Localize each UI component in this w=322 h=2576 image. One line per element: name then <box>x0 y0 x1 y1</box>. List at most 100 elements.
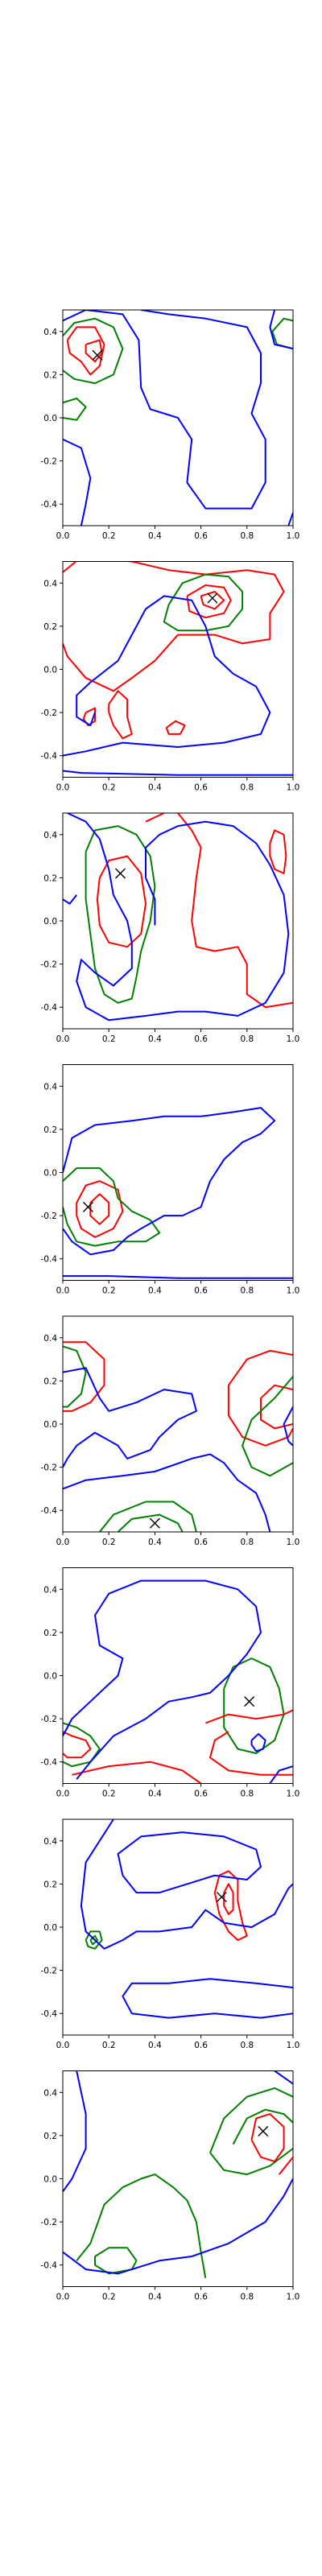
red-contour-line <box>209 1731 293 1776</box>
blue-contour-line <box>63 1453 271 1532</box>
x-tick-label: 0.6 <box>194 783 208 793</box>
y-tick-label: -0.2 <box>41 1715 58 1724</box>
x-marker <box>82 1201 93 1212</box>
y-tick-label: -0.2 <box>41 708 58 718</box>
x-marker <box>258 2126 269 2137</box>
blue-contour-line <box>63 894 77 905</box>
y-tick-label: -0.2 <box>41 2218 58 2227</box>
x-tick-label: 0.2 <box>102 1286 116 1296</box>
blue-contour-line <box>80 1819 293 1950</box>
subplot-3: 0.0 0.2 0.4 0.6 0.8 1.0 -0.4 -0.2 0.0 0.2 0.4 <box>41 812 299 1044</box>
red-contour-line <box>279 2157 293 2175</box>
x-tick-label: 0.6 <box>194 1538 208 1547</box>
y-tick-label: 0.0 <box>43 1672 57 1682</box>
x-tick-label: 0.4 <box>148 2041 162 2050</box>
green-contour-line <box>242 1376 293 1477</box>
blue-contour-line <box>274 2070 293 2085</box>
x-marker-stroke <box>82 1201 93 1212</box>
red-contour-line <box>260 1384 293 1430</box>
blue-contour-line <box>63 1107 276 1256</box>
x-tick-label: 0.2 <box>102 2293 116 2302</box>
y-tick-label: -0.4 <box>41 1758 58 1768</box>
red-contour-line <box>108 690 133 740</box>
x-tick-label: 0.6 <box>194 1286 208 1296</box>
x-tick-label: 0.8 <box>240 1790 254 1799</box>
y-tick-label: 0.0 <box>43 917 57 927</box>
x-tick-label: 0.8 <box>240 1538 254 1547</box>
x-tick-label: 0.6 <box>194 531 208 541</box>
green-contour-line <box>117 1513 184 1532</box>
contour-group <box>63 1107 293 1279</box>
x-tick-label: 0.8 <box>240 531 254 541</box>
green-contour-line <box>209 2148 293 2176</box>
x-marker <box>149 1517 160 1529</box>
x-tick-label: 0.2 <box>102 1034 116 1044</box>
green-contour-line <box>99 1501 197 1532</box>
x-tick-label: 0.8 <box>240 1034 254 1044</box>
x-tick-label: 0.0 <box>56 1538 70 1547</box>
y-tick-label: 0.0 <box>43 2175 57 2185</box>
blue-contour-line <box>117 1831 262 1894</box>
y-tick-label: 0.2 <box>43 1629 57 1638</box>
y-tick-label: 0.2 <box>43 2132 57 2141</box>
axes-frame <box>62 561 294 778</box>
x-tick-label: 0.6 <box>194 1034 208 1044</box>
x-marker-stroke <box>244 1696 255 1707</box>
x-marker-stroke <box>92 349 103 361</box>
x-marker-stroke <box>258 2126 269 2137</box>
x-tick-label: 0.0 <box>56 531 70 541</box>
x-tick-label: 0.4 <box>148 1790 162 1799</box>
green-contour-line <box>63 317 124 385</box>
x-tick-label: 0.2 <box>102 531 116 541</box>
red-contour-line <box>66 326 105 376</box>
y-tick-label: -0.4 <box>41 2261 58 2271</box>
x-marker-stroke <box>207 592 218 604</box>
x-tick-label: 1.0 <box>287 531 300 541</box>
contour-group <box>63 1579 293 1784</box>
x-tick-label: 1.0 <box>287 1538 300 1547</box>
x-tick-label: 0.4 <box>148 783 162 793</box>
x-tick-label: 0.8 <box>240 783 254 793</box>
x-tick-label: 0.4 <box>148 1538 162 1547</box>
red-contour-line <box>85 339 103 363</box>
y-tick-label: 0.4 <box>43 1837 57 1847</box>
y-tick-label: -0.4 <box>41 1506 58 1516</box>
red-contour-line <box>72 1761 202 1784</box>
blue-contour-line <box>63 2178 293 2275</box>
blue-contour-line <box>67 813 290 1022</box>
y-tick-label: 0.4 <box>43 1334 57 1344</box>
y-tick-label: -0.4 <box>41 1003 58 1013</box>
red-contour-line <box>145 813 165 823</box>
y-tick-label: 0.2 <box>43 1880 57 1889</box>
blue-contour-line <box>122 1978 293 2019</box>
y-tick-label: 0.4 <box>43 2088 57 2098</box>
y-tick-label: -0.2 <box>41 960 58 970</box>
red-contour-line <box>250 2113 285 2163</box>
red-contour-line <box>96 855 147 948</box>
y-tick-label: -0.4 <box>41 500 58 510</box>
green-contour-line <box>63 1345 87 1408</box>
green-contour-line <box>63 1167 161 1247</box>
blue-contour-line <box>63 770 293 776</box>
y-tick-label: -0.4 <box>41 2009 58 2019</box>
green-contour-line <box>76 2174 207 2278</box>
y-tick-label: 0.0 <box>43 666 57 675</box>
y-tick-label: 0.4 <box>43 831 57 840</box>
y-tick-label: 0.4 <box>43 1082 57 1092</box>
subplot-4: 0.0 0.2 0.4 0.6 0.8 1.0 -0.4 -0.2 0.0 0.2 0.4 <box>41 1064 300 1296</box>
contour-group <box>63 813 293 1022</box>
y-tick-label: 0.2 <box>43 1377 57 1386</box>
x-tick-label: 0.6 <box>194 2041 208 2050</box>
contour-group <box>80 1819 293 2019</box>
red-contour-line <box>89 1193 110 1225</box>
blue-contour-line <box>269 1765 293 1784</box>
y-tick-label: -0.4 <box>41 1255 58 1265</box>
x-tick-label: 0.4 <box>148 2293 162 2302</box>
x-tick-label: 1.0 <box>287 1286 300 1296</box>
subplot-7: 0.0 0.2 0.4 0.6 0.8 1.0 -0.4 -0.2 0.0 0.2 0.4 <box>41 1818 299 2050</box>
subplot-5: 0.0 0.2 0.4 0.6 0.8 1.0 -0.4 -0.2 0.0 0.2 0.4 <box>41 1315 300 1547</box>
x-marker-stroke <box>149 1517 160 1529</box>
x-marker <box>207 592 218 604</box>
x-tick-label: 0.6 <box>194 1790 208 1799</box>
red-contour-line <box>63 1731 92 1759</box>
